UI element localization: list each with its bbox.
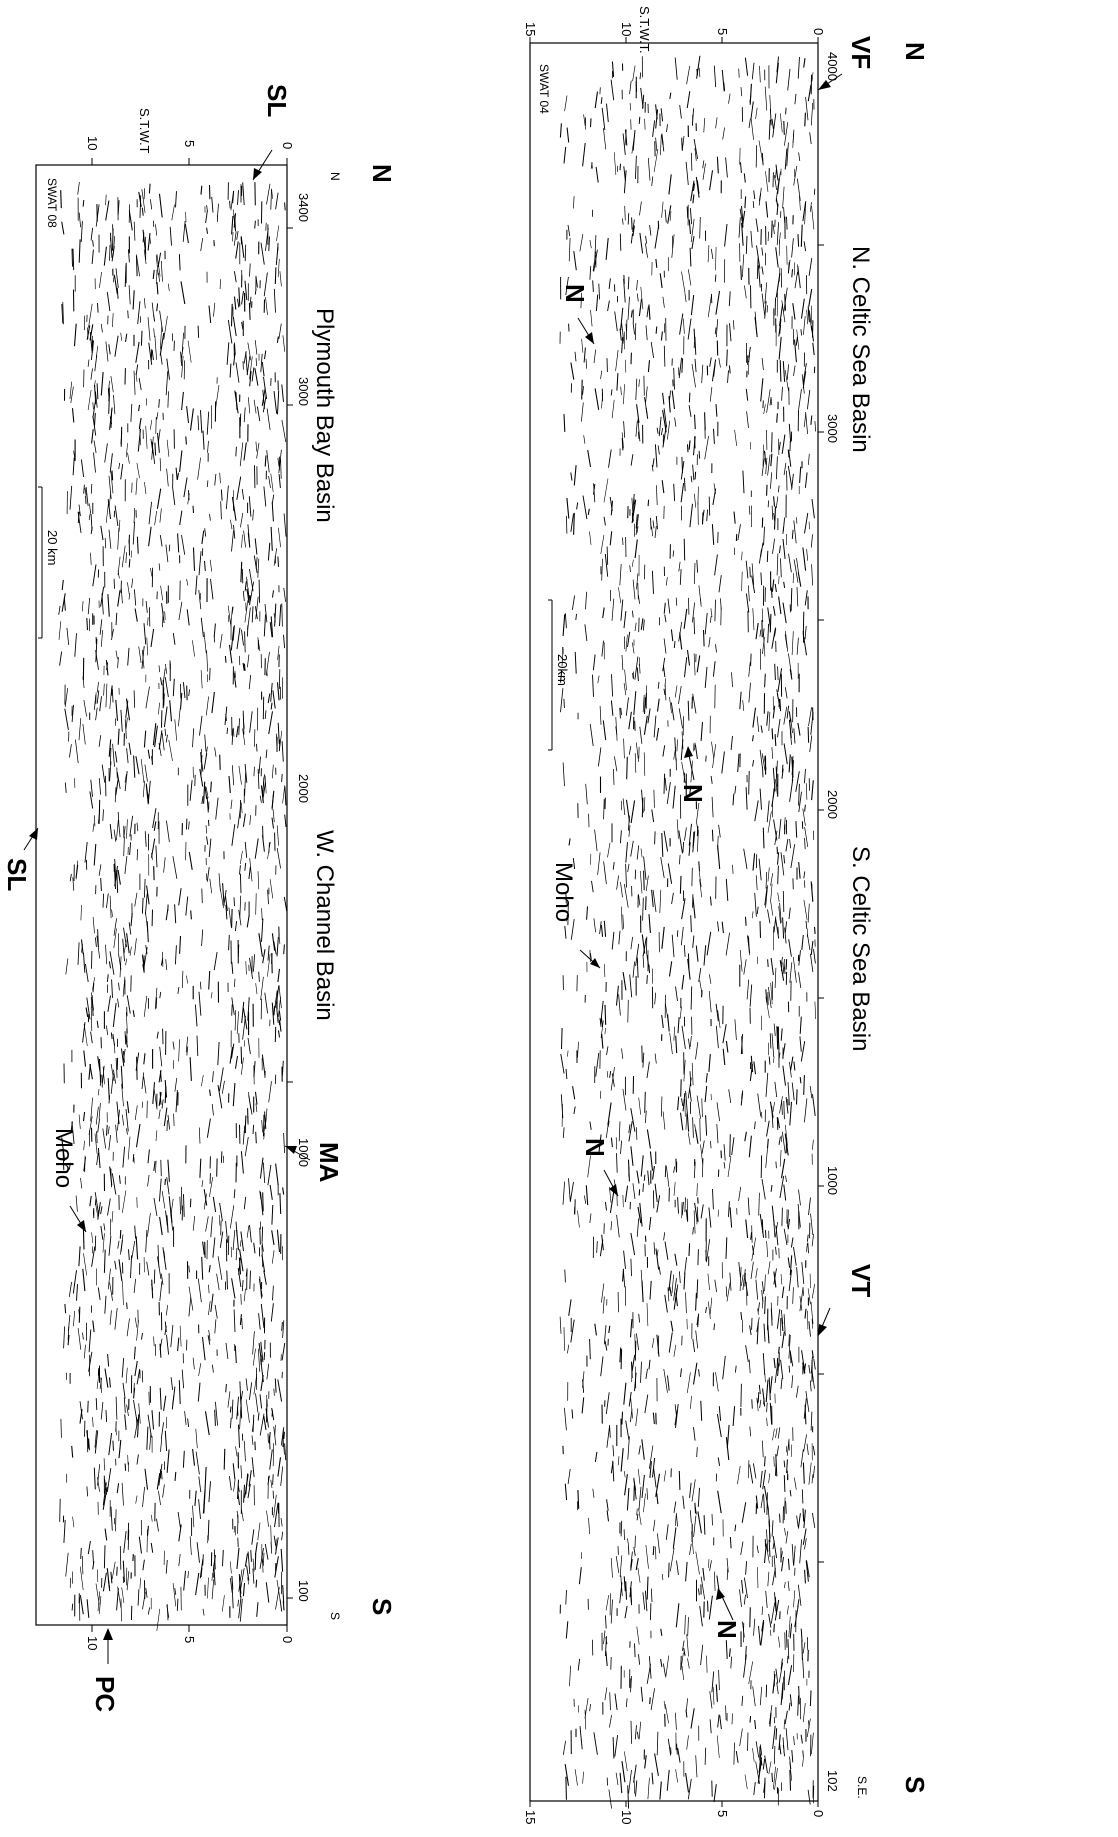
left-annotation-moho: Moho [50,1128,87,1233]
left-bottom-tick-10: 10 [85,1636,100,1650]
left-scale-bar: 20 km [38,486,60,639]
svg-text:SL: SL [2,858,32,891]
left-basin-plymouth-bay: Plymouth Bay Basin [311,308,338,523]
right-shot-1000: 1000 [825,1166,840,1195]
left-shot-1000: 1000 [296,1138,311,1167]
svg-text:Moho: Moho [550,862,577,922]
svg-text:VT: VT [846,1264,876,1297]
right-scale-bar: 20km [548,599,570,751]
left-top-tick-10: 10 [85,136,100,150]
left-shot-2000: 2000 [296,774,311,803]
svg-text:PC: PC [90,1676,120,1712]
right-bottom-time-ticks: 0 5 10 15 [523,1801,826,1824]
right-top-tick-5: 5 [715,28,730,35]
right-shot-4000: 4000 [825,52,840,81]
right-bottom-tick-10: 10 [619,1810,634,1824]
right-shot-102: 102 [825,1770,840,1792]
right-bottom-tick-0: 0 [811,1810,826,1817]
right-basin-s-celtic-sea: S. Celtic Sea Basin [847,846,874,1051]
left-bottom-tick-0: 0 [280,1636,295,1643]
right-annotation-moho: Moho [550,862,601,969]
svg-text:N: N [678,784,708,803]
left-profile-id: SWAT 08 [45,178,59,228]
right-shot-ticks: 4000 3000 2000 1000 102 [818,52,840,1792]
left-compass-north: N [367,164,397,183]
right-top-time-ticks: 0 5 10 15 [523,22,826,43]
left-panel-frame [35,164,288,1626]
left-axis-title: S.T.W.T [137,108,152,154]
left-end-south: S [328,1612,342,1620]
svg-text:N: N [712,1620,742,1639]
right-panel-reflectors [559,55,817,1809]
left-top-tick-0: 0 [280,142,295,149]
left-compass-south: S [367,1598,397,1615]
left-shot-3400: 3400 [296,193,311,222]
left-shot-ticks: 3400 3000 2000 1000 100 [287,193,311,1602]
left-panel-swat08: S.T.W.T 0 5 10 0 5 10 3400 3000 2 [2,84,397,1712]
right-compass-south: S [900,1776,930,1793]
left-top-tick-5: 5 [182,140,197,147]
left-shot-3000: 3000 [296,377,311,406]
right-bottom-tick-5: 5 [715,1810,730,1817]
right-axis-title: S.T.W.T. [637,6,652,54]
left-bottom-tick-5: 5 [182,1636,197,1643]
left-end-north: N [328,172,342,181]
left-annotation-pc: PC [90,1628,120,1712]
right-annotation-n-1: N [560,284,595,345]
svg-text:VF: VF [846,36,876,69]
right-annotation-n-3: N [580,1138,619,1197]
right-end-south: S.E. [855,1776,869,1799]
right-profile-id: SWAT 04 [537,64,551,114]
left-scale-bar-label: 20 km [45,530,60,565]
right-scale-bar-label: 20km [555,654,570,686]
right-top-tick-15: 15 [523,22,538,36]
right-top-tick-0: 0 [811,28,826,35]
right-annotation-vf: VF [817,36,876,91]
left-annotation-sl-top: SL [252,84,292,181]
right-shot-2000: 2000 [825,790,840,819]
left-panel-reflectors [58,182,288,1631]
right-bottom-tick-15: 15 [523,1810,538,1824]
left-basin-w-channel: W. Channel Basin [311,830,338,1021]
right-shot-3000: 3000 [825,414,840,443]
right-top-tick-10: 10 [619,22,634,36]
left-bottom-time-ticks: 0 5 10 [85,1625,295,1650]
right-annotation-n-4: N [712,1588,742,1639]
left-annotation-ma: MA [284,1142,344,1183]
svg-text:Moho: Moho [50,1128,77,1188]
left-annotation-sl-bottom: SL [2,827,39,891]
left-shot-100: 100 [296,1580,311,1602]
svg-text:N: N [560,284,590,303]
right-annotation-n-2: N [678,746,708,803]
left-top-time-ticks: 0 5 10 [85,136,295,165]
right-compass-north: N [900,42,930,61]
svg-text:SL: SL [262,84,292,117]
svg-text:MA: MA [314,1142,344,1183]
right-panel-swat04: S.T.W.T. 0 5 10 15 0 5 10 15 [523,6,930,1824]
right-annotation-vt: VT [817,1264,876,1337]
svg-text:N: N [580,1138,610,1157]
right-basin-n-celtic-sea: N. Celtic Sea Basin [847,246,874,453]
right-panel-frame [529,42,819,1802]
